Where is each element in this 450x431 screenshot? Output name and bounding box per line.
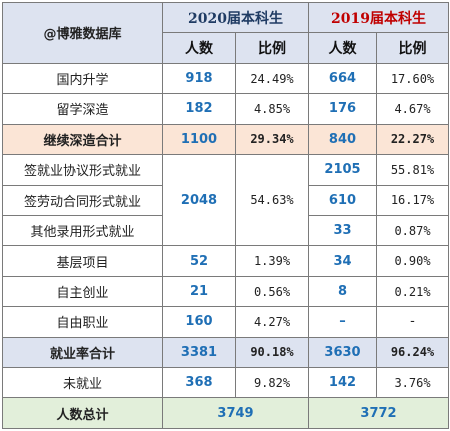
ratio-2020: 9.82% bbox=[235, 367, 309, 399]
ratio-2020: 4.27% bbox=[235, 306, 309, 338]
count-2020: 3381 bbox=[162, 336, 236, 369]
count-2019: 840 bbox=[308, 123, 377, 156]
row-label: 签劳动合同形式就业 bbox=[2, 184, 163, 216]
row-grand-total: 人数总计 3749 3772 bbox=[2, 397, 449, 429]
count-2019: 33 bbox=[308, 214, 377, 247]
ratio-2019: - bbox=[376, 306, 449, 338]
row-label: 就业率合计 bbox=[2, 336, 163, 369]
count-2019: – bbox=[308, 306, 377, 338]
header-row-years: @博雅数据库 2020届本科生 2019届本科生 bbox=[2, 1, 449, 64]
count-2020: 368 bbox=[162, 367, 236, 399]
count-2020-merged: 2048 bbox=[162, 154, 236, 247]
row-grassroots: 基层项目 52 1.39% 34 0.90% bbox=[2, 245, 449, 277]
ratio-2020: 29.34% bbox=[235, 123, 309, 156]
row-other-employment: 其他录用形式就业 33 0.87% bbox=[2, 214, 449, 247]
ratio-2019: 3.76% bbox=[376, 367, 449, 399]
ratio-2019: 0.87% bbox=[376, 214, 449, 247]
row-labor-contract: 签劳动合同形式就业 610 16.17% bbox=[2, 184, 449, 216]
count-2020: 918 bbox=[162, 62, 236, 95]
row-label: 未就业 bbox=[2, 367, 163, 399]
ratio-2020: 90.18% bbox=[235, 336, 309, 369]
row-label: 签就业协议形式就业 bbox=[2, 154, 163, 186]
count-2019: 610 bbox=[308, 184, 377, 216]
count-2019: 2105 bbox=[308, 154, 377, 186]
count-2019: 34 bbox=[308, 245, 377, 277]
row-label: 自由职业 bbox=[2, 306, 163, 338]
row-unemployed: 未就业 368 9.82% 142 3.76% bbox=[2, 367, 449, 399]
ratio-2020: 24.49% bbox=[235, 62, 309, 95]
row-study-abroad: 留学深造 182 4.85% 176 4.67% bbox=[2, 93, 449, 125]
ratio-2019: 55.81% bbox=[376, 154, 449, 186]
count-2019: 3630 bbox=[308, 336, 377, 369]
ratio-2019: 0.21% bbox=[376, 275, 449, 308]
ratio-2019: 22.27% bbox=[376, 123, 449, 156]
row-further-study-total: 继续深造合计 1100 29.34% 840 22.27% bbox=[2, 123, 449, 156]
row-domestic-study: 国内升学 918 24.49% 664 17.60% bbox=[2, 62, 449, 95]
header-row-columns: 人数 比例 人数 比例 bbox=[3, 32, 449, 64]
brand-watermark: @博雅数据库 bbox=[2, 2, 163, 64]
ratio-header-2020: 比例 bbox=[235, 32, 309, 64]
row-employment-agreement: 签就业协议形式就业 2048 54.63% 2105 55.81% bbox=[2, 154, 449, 247]
ratio-2020: 4.85% bbox=[235, 93, 309, 125]
row-freelance: 自由职业 160 4.27% – - bbox=[2, 306, 449, 338]
count-header-2020: 人数 bbox=[162, 32, 236, 64]
count-2019: 176 bbox=[308, 93, 377, 125]
row-label: 留学深造 bbox=[2, 93, 163, 125]
ratio-2019: 17.60% bbox=[376, 62, 449, 95]
row-label: 自主创业 bbox=[2, 275, 163, 308]
ratio-2019: 16.17% bbox=[376, 184, 449, 216]
row-startup: 自主创业 21 0.56% 8 0.21% bbox=[2, 275, 449, 308]
ratio-2020: 1.39% bbox=[235, 245, 309, 277]
count-2019: 8 bbox=[308, 275, 377, 308]
row-label: 基层项目 bbox=[2, 245, 163, 277]
ratio-2020-merged: 54.63% bbox=[235, 154, 309, 247]
ratio-2019: 96.24% bbox=[376, 336, 449, 369]
count-2020: 52 bbox=[162, 245, 236, 277]
count-2020: 21 bbox=[162, 275, 236, 308]
row-label: 国内升学 bbox=[2, 62, 163, 95]
count-2020: 160 bbox=[162, 306, 236, 338]
ratio-2020: 0.56% bbox=[235, 275, 309, 308]
year-2019-header: 2019届本科生 bbox=[308, 1, 449, 34]
count-2020: 1100 bbox=[162, 123, 236, 156]
count-2020: 182 bbox=[162, 93, 236, 125]
ratio-2019: 0.90% bbox=[376, 245, 449, 277]
total-2020: 3749 bbox=[162, 397, 309, 429]
row-employment-total: 就业率合计 3381 90.18% 3630 96.24% bbox=[2, 336, 449, 369]
count-header-2019: 人数 bbox=[308, 32, 377, 64]
total-2019: 3772 bbox=[308, 397, 449, 429]
row-label: 人数总计 bbox=[2, 397, 163, 429]
ratio-header-2019: 比例 bbox=[376, 32, 449, 64]
row-label: 其他录用形式就业 bbox=[2, 214, 163, 247]
ratio-2019: 4.67% bbox=[376, 93, 449, 125]
year-2020-header: 2020届本科生 bbox=[162, 1, 309, 34]
row-label: 继续深造合计 bbox=[2, 123, 163, 156]
count-2019: 664 bbox=[308, 62, 377, 95]
count-2019: 142 bbox=[308, 367, 377, 399]
